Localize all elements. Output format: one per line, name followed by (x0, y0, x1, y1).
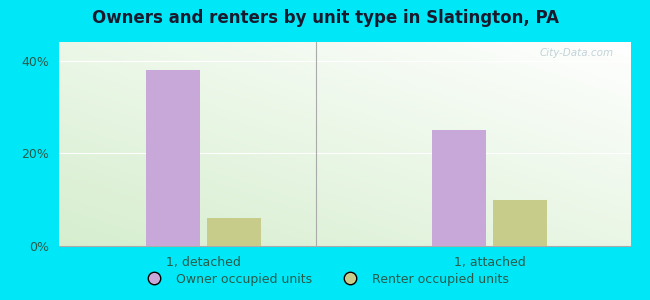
Legend: Owner occupied units, Renter occupied units: Owner occupied units, Renter occupied un… (136, 268, 514, 291)
Text: City-Data.com: City-Data.com (540, 48, 614, 58)
Bar (207, 218, 261, 246)
Text: Owners and renters by unit type in Slatington, PA: Owners and renters by unit type in Slati… (92, 9, 558, 27)
Bar (493, 200, 547, 246)
Bar (146, 70, 200, 246)
Bar (432, 130, 486, 246)
